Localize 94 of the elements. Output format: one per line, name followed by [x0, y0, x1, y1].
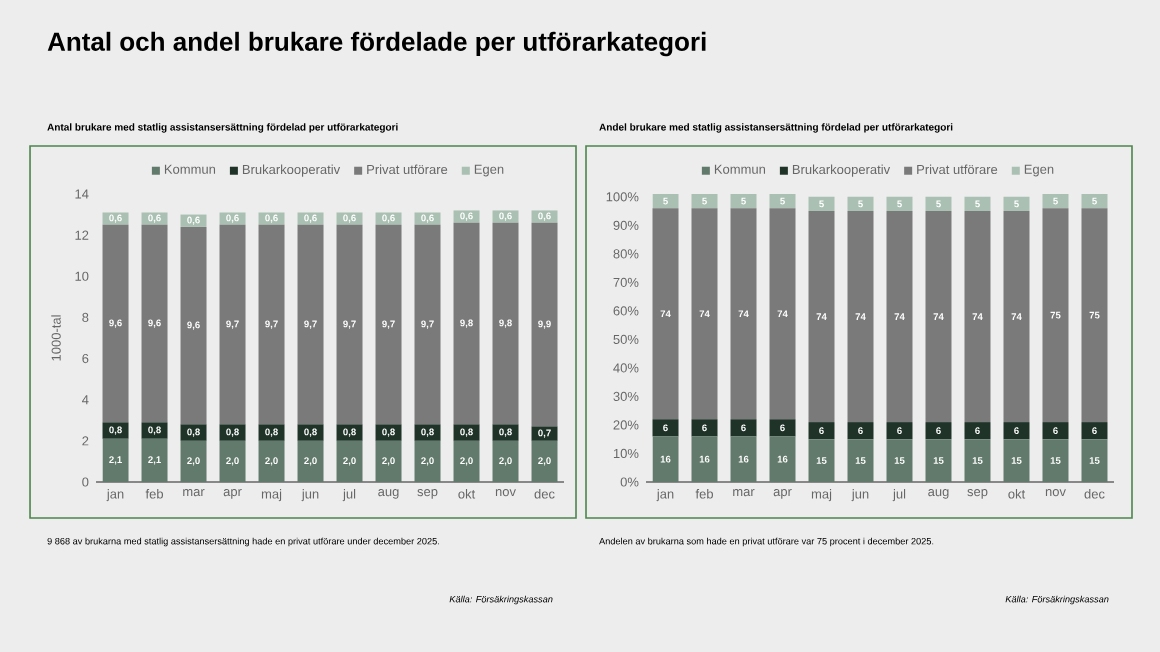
bar	[886, 211, 913, 423]
bar	[1003, 211, 1030, 423]
bar	[102, 224, 129, 423]
bar	[180, 226, 207, 425]
bar	[297, 224, 324, 425]
bar	[886, 422, 913, 440]
bar	[414, 440, 441, 482]
bar	[847, 211, 874, 423]
bar	[925, 422, 952, 440]
bar	[531, 426, 558, 441]
bar	[730, 419, 757, 437]
bar	[258, 424, 285, 441]
bar	[808, 439, 835, 482]
bar	[1003, 422, 1030, 440]
bar	[531, 440, 558, 482]
bar	[453, 424, 480, 441]
bar	[925, 211, 952, 423]
bar	[453, 210, 480, 223]
bar	[691, 436, 718, 482]
bar	[414, 424, 441, 441]
bar	[1042, 208, 1069, 423]
bar	[1042, 422, 1069, 440]
bar	[652, 436, 679, 482]
bar	[1081, 439, 1108, 482]
bar	[375, 440, 402, 482]
bar	[730, 193, 757, 209]
chart-title: Antal och andel brukare fördelade per utförarkategori	[47, 31, 706, 57]
bar	[886, 196, 913, 212]
bar	[925, 439, 952, 482]
bar	[808, 422, 835, 440]
bar	[492, 440, 519, 482]
bar	[769, 436, 796, 482]
bar	[964, 439, 991, 482]
bar	[219, 424, 246, 441]
bar	[102, 422, 129, 439]
bar	[1042, 439, 1069, 482]
bar	[141, 438, 168, 482]
bar	[652, 419, 679, 437]
bar	[141, 224, 168, 423]
bar	[847, 422, 874, 440]
bar	[769, 208, 796, 420]
bar	[847, 439, 874, 482]
bar	[808, 196, 835, 212]
bar	[414, 224, 441, 425]
bar	[964, 211, 991, 423]
bar	[102, 212, 129, 225]
bar	[769, 193, 796, 209]
bar	[531, 222, 558, 427]
bar	[730, 436, 757, 482]
bar	[691, 208, 718, 420]
bar	[180, 424, 207, 441]
bar	[964, 196, 991, 212]
bar	[141, 422, 168, 439]
bar	[730, 208, 757, 420]
bar	[219, 440, 246, 482]
bar	[1003, 439, 1030, 482]
bar	[297, 424, 324, 441]
bar	[258, 440, 285, 482]
bar	[336, 212, 363, 225]
bar	[652, 193, 679, 209]
bar	[531, 210, 558, 223]
bar	[297, 212, 324, 225]
bar	[886, 439, 913, 482]
bar	[258, 224, 285, 425]
bar	[691, 419, 718, 437]
bar	[375, 424, 402, 441]
bar	[297, 440, 324, 482]
bar	[847, 196, 874, 212]
bar	[375, 212, 402, 225]
bar	[492, 424, 519, 441]
bar	[769, 419, 796, 437]
bar	[1081, 193, 1108, 209]
bar	[1042, 193, 1069, 209]
bar	[219, 224, 246, 425]
bar	[964, 422, 991, 440]
bar	[453, 222, 480, 425]
bar	[414, 212, 441, 225]
bar	[492, 210, 519, 223]
bar	[219, 212, 246, 225]
bar	[808, 211, 835, 423]
bar	[336, 424, 363, 441]
bar	[453, 440, 480, 482]
bar	[336, 224, 363, 425]
bar	[180, 440, 207, 482]
bar	[336, 440, 363, 482]
bar	[141, 212, 168, 225]
bar	[102, 438, 129, 482]
bar	[1081, 422, 1108, 440]
bar	[492, 222, 519, 425]
bar	[1081, 208, 1108, 423]
bar	[258, 212, 285, 225]
bar	[375, 224, 402, 425]
bar	[652, 208, 679, 420]
bar	[691, 193, 718, 209]
